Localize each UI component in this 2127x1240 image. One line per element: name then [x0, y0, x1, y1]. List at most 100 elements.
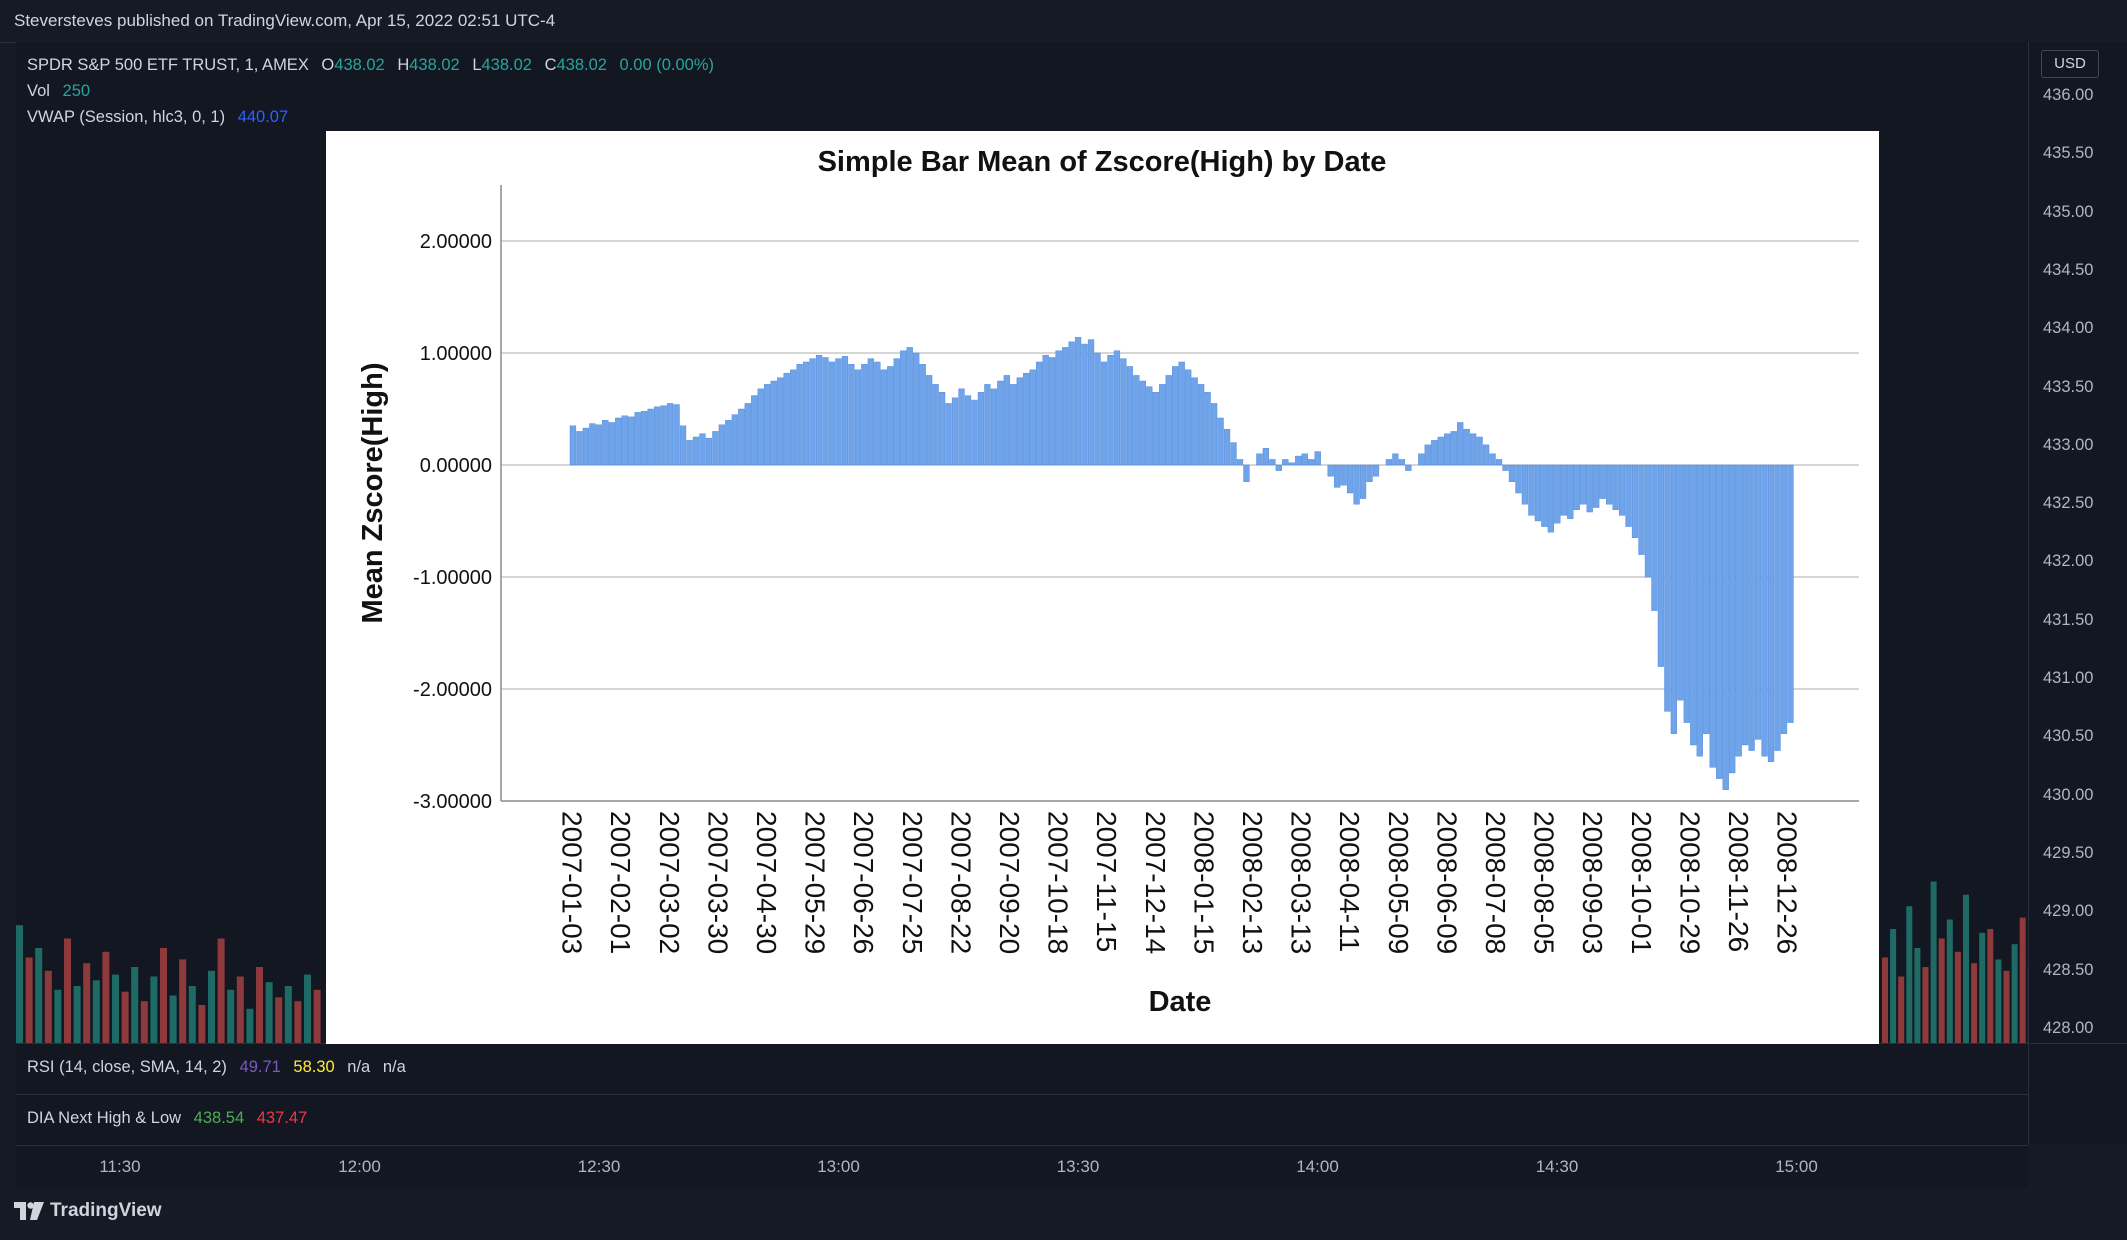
dia-legend: DIA Next High & Low 438.54 437.47: [27, 1109, 307, 1128]
zscore-bar: [718, 424, 726, 466]
indicator-price-scale[interactable]: [2028, 1043, 2127, 1145]
zscore-bar: [1243, 464, 1250, 482]
volume-bar: [304, 974, 311, 1043]
x-tick-label: 2008-09-03: [1577, 811, 1608, 954]
currency-button[interactable]: USD: [2041, 50, 2099, 78]
x-tick-labels: 2007-01-03 2007-02-01 2007-03-02 2007-03-30…: [557, 811, 1803, 954]
zscore-bar: [1061, 347, 1069, 466]
zscore-bar: [1683, 464, 1690, 723]
legend-vwap-value: 440.07: [237, 108, 289, 126]
volume-bar: [121, 991, 129, 1043]
zscore-bar: [1204, 392, 1211, 466]
zscore-bar: [1366, 464, 1373, 482]
zscore-bar: [1690, 464, 1697, 746]
zscore-bar: [1185, 369, 1192, 466]
legend-open-label: O: [321, 56, 335, 74]
zscore-bar: [932, 384, 939, 466]
volume-bar: [188, 986, 196, 1043]
zscore-bar: [1534, 464, 1542, 522]
legend-volume-row[interactable]: Vol 250: [27, 78, 714, 104]
x-tick-label: 2007-12-14: [1140, 811, 1171, 954]
volume-bar: [1914, 948, 1921, 1043]
zscore-bar: [1301, 453, 1308, 466]
zscore-bar: [900, 350, 907, 466]
volume-bar: [208, 970, 215, 1043]
zscore-bar: [887, 366, 894, 466]
price-tick-label: 429.50: [2043, 843, 2094, 862]
zscore-bar-chart: 2.00000 1.00000 0.00000 -1.00000 -2.00000 -3.…: [357, 146, 1859, 1018]
volume-bar: [313, 989, 321, 1043]
rsi-sma-value: 58.30: [293, 1058, 335, 1076]
y-tick-label: 2.00000: [420, 231, 492, 253]
x-tick-label: 2007-02-01: [605, 811, 636, 954]
zscore-bar: [764, 384, 771, 466]
zscore-bar: [1599, 464, 1606, 499]
chart-axes: [500, 185, 1859, 802]
zscore-bar: [1113, 350, 1121, 466]
zscore-bar: [893, 358, 900, 466]
zscore-bar: [1197, 384, 1205, 466]
legend-low: 438.02: [481, 56, 532, 74]
zscore-bar: [1586, 464, 1593, 513]
zscore-bar: [1340, 464, 1347, 486]
volume-bar: [275, 997, 283, 1043]
zscore-bar: [1029, 369, 1036, 466]
zscore-bar: [977, 392, 985, 466]
zscore-bar: [1165, 375, 1172, 466]
legend-low-label: L: [472, 56, 482, 74]
tradingview-logo[interactable]: TradingView: [14, 1200, 162, 1222]
rsi-na-1: n/a: [347, 1058, 371, 1076]
price-tick-label: 430.50: [2043, 727, 2094, 746]
volume-bar: [35, 948, 43, 1043]
chart-legend: SPDR S&P 500 ETF TRUST, 1, AMEX O438.02 …: [27, 52, 714, 130]
zscore-bar: [1709, 464, 1716, 768]
zscore-bar: [841, 356, 849, 466]
legend-vwap-row[interactable]: VWAP (Session, hlc3, 0, 1) 440.07: [27, 104, 714, 130]
zscore-bar: [1385, 459, 1393, 466]
zscore-bar: [666, 403, 674, 466]
volume-bar: [246, 1008, 254, 1043]
volume-bar: [1963, 894, 1969, 1043]
zscore-bar: [945, 403, 952, 466]
zscore-bar: [1418, 453, 1425, 466]
zscore-bar: [1508, 464, 1516, 482]
x-tick-label: 2008-10-01: [1626, 811, 1657, 954]
rsi-panel[interactable]: RSI (14, close, SMA, 14, 2) 49.71 58.30 …: [16, 1043, 2028, 1094]
zscore-bar: [1748, 464, 1755, 751]
volume-histogram: [16, 881, 2028, 1043]
zscore-bar: [971, 399, 978, 466]
price-tick-label: 429.00: [2043, 902, 2094, 921]
price-scale[interactable]: USD 436.00 435.50 435.00 434.50 434.00 433.50…: [2028, 42, 2127, 1043]
zscore-bar: [1463, 428, 1470, 466]
x-tick-label: 2008-05-09: [1383, 811, 1414, 954]
price-tick-label: 435.50: [2043, 144, 2094, 163]
zscore-bar: [1217, 417, 1224, 466]
zscore-bar: [1230, 442, 1237, 466]
y-tick-labels: 2.00000 1.00000 0.00000 -1.00000 -2.00000 -3.…: [413, 231, 492, 813]
zscore-bar: [705, 437, 713, 466]
zscore-bar: [1638, 464, 1645, 555]
dia-panel[interactable]: DIA Next High & Low 438.54 437.47: [16, 1094, 2028, 1145]
legend-close-label: C: [544, 56, 557, 74]
y-tick-label: 1.00000: [420, 343, 492, 365]
time-axis[interactable]: 11:30 12:00 12:30 13:00 13:30 14:00 14:30 15:00: [16, 1145, 2028, 1188]
x-tick-label: 2007-04-30: [751, 811, 782, 954]
zscore-bar: [1787, 464, 1794, 723]
footer: TradingView: [0, 1188, 2127, 1240]
zscore-bar: [744, 403, 751, 466]
zscore-bar: [1120, 358, 1127, 466]
zscore-bar: [660, 405, 667, 466]
volume-bar: [227, 989, 235, 1043]
price-tick-label: 428.00: [2043, 1018, 2094, 1037]
zscore-bar: [925, 375, 933, 466]
y-tick-label: -1.00000: [413, 567, 492, 589]
zscore-bar: [1774, 464, 1781, 751]
zscore-bar: [1703, 464, 1710, 734]
zscore-bar: [1502, 464, 1509, 471]
price-tick-label: 431.50: [2043, 610, 2094, 629]
legend-ohlc-row[interactable]: SPDR S&P 500 ETF TRUST, 1, AMEX O438.02 …: [27, 52, 714, 78]
volume-bar: [265, 982, 273, 1043]
zscore-bar: [777, 377, 784, 466]
volume-bar: [1954, 951, 1961, 1043]
zscore-bar: [615, 417, 622, 466]
